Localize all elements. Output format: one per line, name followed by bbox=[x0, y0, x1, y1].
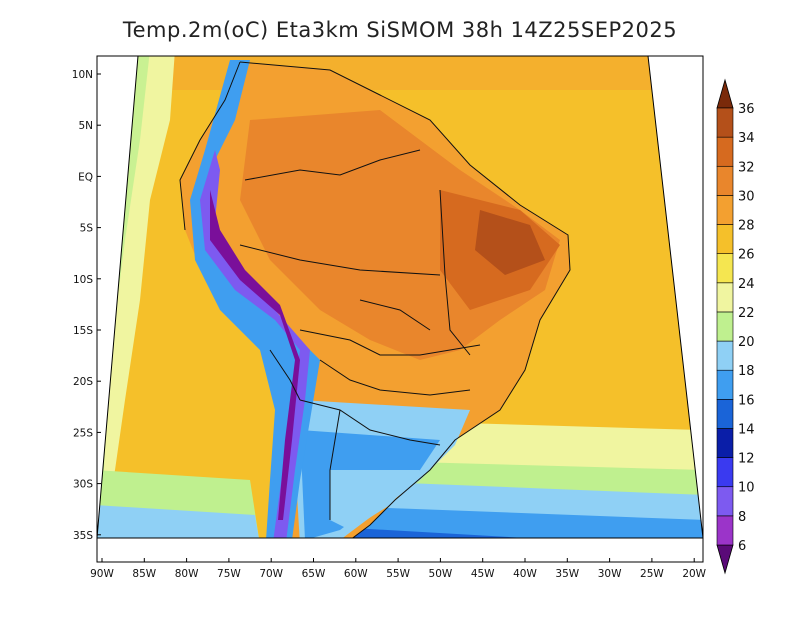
lon-tick-label: 80W bbox=[175, 568, 199, 580]
colorbar-segment bbox=[716, 107, 734, 138]
lon-tick-label: 40W bbox=[513, 568, 537, 580]
lon-tick-label: 85W bbox=[132, 568, 156, 580]
lon-tick-label: 55W bbox=[386, 568, 410, 580]
colorbar-label: 30 bbox=[738, 189, 755, 204]
lon-tick-label: 65W bbox=[302, 568, 326, 580]
lon-tick-label: 60W bbox=[344, 568, 368, 580]
colorbar-label: 10 bbox=[738, 481, 755, 496]
lat-tick-label: 5S bbox=[80, 223, 94, 235]
colorbar-label: 12 bbox=[738, 452, 755, 467]
colorbar-label: 24 bbox=[738, 277, 755, 292]
lat-tick-label: 35S bbox=[73, 530, 93, 542]
colorbar-segment bbox=[716, 369, 734, 400]
lat-tick-label: 10S bbox=[73, 274, 93, 286]
colorbar-label: 6 bbox=[738, 539, 746, 554]
colorbar-label: 16 bbox=[738, 393, 755, 408]
lat-tick-label: EQ bbox=[78, 171, 93, 183]
colorbar-segment bbox=[716, 224, 734, 254]
colorbar-segment bbox=[716, 165, 734, 196]
colorbar-segment bbox=[716, 136, 734, 167]
lat-tick-label: 10N bbox=[72, 69, 93, 81]
colorbar-label: 8 bbox=[738, 510, 746, 525]
colorbar-label: 34 bbox=[738, 131, 755, 146]
colorbar-segment bbox=[716, 311, 734, 342]
lon-tick-label: 70W bbox=[259, 568, 283, 580]
colorbar-label: 28 bbox=[738, 219, 755, 234]
temperature-field bbox=[97, 56, 703, 538]
lat-tick-label: 20S bbox=[73, 376, 93, 388]
lon-tick-label: 75W bbox=[217, 568, 241, 580]
colorbar-segment bbox=[716, 282, 734, 313]
lon-tick-label: 35W bbox=[555, 568, 579, 580]
colorbar-label: 26 bbox=[738, 248, 755, 263]
colorbar-segment bbox=[716, 457, 734, 488]
colorbar-segment bbox=[716, 195, 734, 225]
colorbar-label: 14 bbox=[738, 422, 755, 437]
colorbar: 6 8 10 12 14 16 18 20 22 24 26 28 30 32 34 36 bbox=[716, 78, 755, 575]
colorbar-label: 22 bbox=[738, 306, 755, 321]
latitude-axis: 10N 5N EQ 5S 10S 15S 20S 25S 30S 35S bbox=[72, 69, 101, 542]
lon-tick-label: 50W bbox=[429, 568, 453, 580]
lat-tick-label: 30S bbox=[73, 479, 93, 491]
colorbar-label: 32 bbox=[738, 160, 755, 175]
colorbar-label: 20 bbox=[738, 335, 755, 350]
lon-tick-label: 20W bbox=[682, 568, 706, 580]
axis-box bbox=[96, 55, 704, 563]
colorbar-label: 18 bbox=[738, 364, 755, 379]
lon-tick-label: 25W bbox=[640, 568, 664, 580]
lat-tick-label: 5N bbox=[78, 120, 93, 132]
colorbar-segment bbox=[716, 486, 734, 517]
colorbar-segment bbox=[716, 253, 734, 284]
lon-tick-label: 30W bbox=[598, 568, 622, 580]
lat-tick-label: 25S bbox=[73, 427, 93, 439]
colorbar-segment bbox=[716, 428, 734, 458]
colorbar-segment bbox=[716, 515, 734, 546]
colorbar-label: 36 bbox=[738, 102, 755, 117]
colorbar-segment bbox=[716, 399, 734, 429]
colorbar-segment bbox=[716, 340, 734, 371]
lon-tick-label: 90W bbox=[90, 568, 114, 580]
map-title: Temp.2m(oC) Eta3km SiSMOM 38h 14Z25SEP20… bbox=[122, 18, 678, 42]
colorbar-low-arrow bbox=[716, 544, 734, 575]
lat-tick-label: 15S bbox=[73, 325, 93, 337]
colorbar-high-arrow bbox=[716, 78, 734, 109]
longitude-axis: 90W 85W 80W 75W 70W 65W 60W 55W 50W 45W 40W 35W 30W 2… bbox=[90, 558, 707, 580]
lon-tick-label: 45W bbox=[471, 568, 495, 580]
